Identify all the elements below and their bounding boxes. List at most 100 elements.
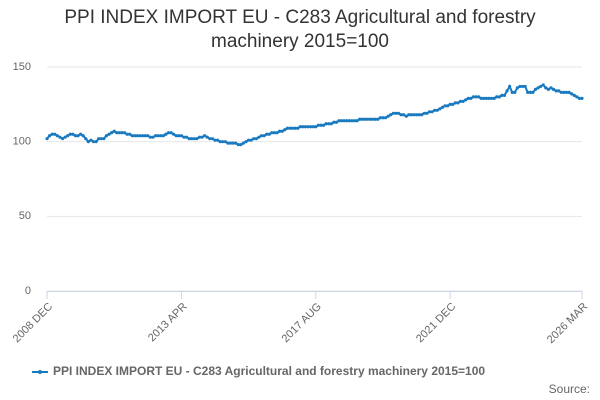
data-point (215, 138, 220, 142)
data-point (234, 141, 238, 145)
data-point (487, 96, 491, 100)
data-point (510, 90, 514, 94)
data-point (309, 125, 313, 129)
data-point (265, 132, 269, 136)
data-point (298, 125, 302, 129)
data-point (270, 131, 274, 135)
data-point (363, 117, 367, 121)
data-point (425, 111, 429, 115)
data-point (414, 113, 419, 117)
data-point (47, 134, 52, 138)
x-tick-label: 2026 MAR (545, 301, 590, 346)
x-tick-label: 2008 DEC (11, 301, 55, 345)
data-point (55, 134, 59, 138)
data-point (386, 114, 390, 118)
data-point (311, 125, 315, 129)
data-point (360, 117, 364, 121)
data-point (327, 122, 331, 126)
data-point (283, 128, 287, 132)
data-point (440, 105, 445, 109)
data-point (564, 90, 569, 94)
data-point (110, 131, 114, 135)
data-point (526, 90, 530, 94)
data-point (301, 125, 305, 129)
data-point (223, 140, 227, 144)
data-point (174, 134, 178, 138)
data-point (205, 135, 209, 139)
data-point (505, 89, 509, 93)
data-point (479, 96, 483, 100)
data-point (448, 102, 452, 106)
data-point (296, 126, 300, 130)
data-point (515, 86, 519, 90)
data-point (329, 122, 333, 126)
data-point (58, 135, 62, 139)
data-point (482, 96, 486, 100)
data-point (502, 93, 507, 97)
data-point (508, 84, 512, 89)
data-point (84, 137, 88, 141)
data-point (78, 132, 83, 136)
data-point (200, 135, 204, 139)
data-point (151, 135, 155, 139)
data-point (381, 116, 385, 120)
data-point (184, 135, 189, 139)
data-point (187, 137, 191, 141)
data-point (280, 129, 284, 133)
data-point (446, 104, 450, 108)
data-point (278, 129, 282, 133)
data-point (130, 134, 134, 138)
data-point (562, 90, 566, 94)
data-point (352, 119, 357, 123)
data-point (213, 138, 217, 142)
x-tick-label: 2017 AUG (280, 301, 324, 345)
data-point (166, 131, 171, 135)
data-point (203, 134, 207, 138)
data-point (156, 134, 160, 138)
y-tick-label: 50 (19, 210, 31, 222)
data-point (53, 132, 57, 136)
data-point (520, 84, 525, 89)
data-point (536, 86, 540, 90)
data-point (396, 111, 401, 115)
data-point (371, 117, 375, 121)
data-point (122, 131, 127, 135)
data-point (497, 95, 501, 99)
data-point (500, 93, 504, 97)
data-point (433, 108, 437, 112)
data-point (257, 135, 261, 139)
data-point (427, 110, 432, 114)
legend-label: PPI INDEX IMPORT EU - C283 Agricultural … (53, 364, 485, 378)
data-point (484, 96, 488, 100)
data-point (549, 86, 553, 90)
data-point (293, 126, 297, 130)
data-point (404, 114, 408, 118)
y-tick-label: 150 (13, 61, 31, 73)
data-point (91, 140, 96, 144)
legend-marker (38, 370, 42, 374)
data-point (342, 119, 346, 123)
data-point (365, 117, 370, 121)
data-point (197, 135, 202, 139)
data-point (290, 126, 295, 130)
data-point (138, 134, 142, 138)
data-point (461, 99, 465, 103)
data-point (236, 143, 240, 147)
data-point (314, 125, 318, 129)
data-point (412, 113, 416, 117)
data-point (345, 119, 349, 123)
data-point (161, 134, 165, 138)
data-point (417, 113, 421, 117)
data-point (368, 117, 372, 121)
data-point (76, 134, 80, 138)
data-point (316, 123, 320, 127)
data-point (112, 129, 116, 133)
data-point (231, 141, 235, 145)
data-point (81, 134, 85, 138)
data-point (332, 120, 336, 124)
data-point (430, 110, 434, 114)
data-point (164, 132, 168, 136)
data-point (169, 131, 173, 135)
data-point (218, 140, 222, 144)
